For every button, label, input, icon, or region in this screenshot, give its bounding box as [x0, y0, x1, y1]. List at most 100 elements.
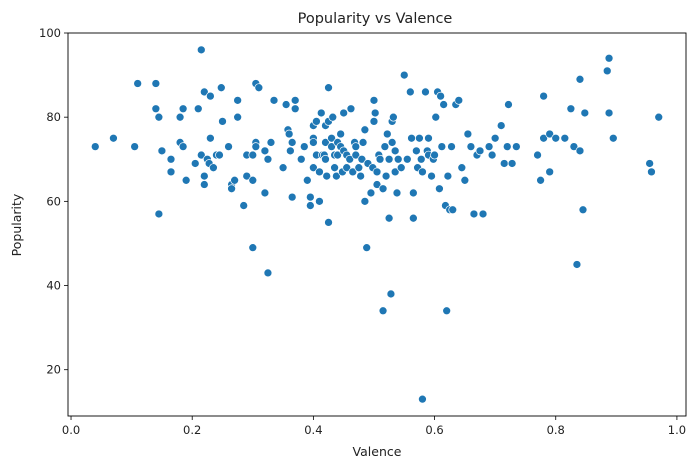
data-point — [287, 192, 297, 202]
y-tick-label: 60 — [46, 194, 61, 208]
data-point — [375, 154, 385, 164]
data-point — [386, 289, 396, 299]
data-point — [384, 154, 394, 164]
data-point — [230, 175, 239, 185]
data-point — [248, 243, 258, 252]
data-point — [193, 104, 203, 114]
data-point — [372, 167, 382, 177]
data-point — [511, 142, 521, 151]
data-point — [284, 129, 294, 139]
data-point — [475, 146, 485, 156]
data-point — [439, 100, 448, 109]
data-point — [507, 159, 517, 168]
data-point — [332, 171, 341, 181]
data-point — [431, 112, 441, 122]
x-tick-label: 0.6 — [425, 423, 443, 437]
data-point — [266, 138, 276, 147]
data-point — [396, 163, 406, 173]
data-point — [356, 171, 365, 181]
data-point — [346, 104, 356, 114]
data-point — [233, 95, 242, 105]
data-point — [469, 209, 479, 219]
data-point — [369, 95, 379, 105]
data-point — [572, 260, 582, 269]
data-point — [290, 104, 300, 114]
chart-title: Popularity vs Valence — [298, 11, 453, 27]
data-point — [357, 154, 367, 164]
data-point — [551, 133, 561, 143]
data-point — [269, 95, 279, 105]
data-point — [175, 112, 185, 122]
data-point — [370, 108, 380, 118]
data-point — [384, 213, 394, 223]
data-point — [378, 184, 388, 194]
data-point — [608, 133, 618, 143]
data-point — [302, 175, 312, 185]
data-point — [263, 154, 273, 164]
data-point — [281, 100, 291, 109]
data-point — [315, 197, 324, 206]
data-point — [393, 154, 403, 164]
x-tick-label: 0.8 — [547, 423, 565, 437]
y-tick-label: 40 — [46, 279, 61, 293]
data-point — [354, 163, 364, 173]
data-point — [251, 142, 261, 151]
data-point — [604, 53, 614, 63]
data-point — [604, 108, 614, 118]
data-point — [206, 133, 215, 143]
data-point — [316, 108, 326, 118]
data-point — [407, 133, 416, 143]
data-point — [415, 133, 424, 143]
data-point — [224, 142, 233, 151]
data-point — [306, 201, 315, 210]
y-tick-label: 100 — [39, 26, 61, 40]
data-point — [569, 142, 579, 151]
data-point — [389, 112, 398, 122]
data-point — [416, 154, 426, 164]
data-point — [378, 306, 388, 316]
data-point — [484, 142, 494, 151]
data-point — [328, 112, 338, 122]
data-point — [536, 175, 545, 185]
data-point — [418, 394, 427, 404]
data-point — [296, 154, 306, 164]
data-point — [390, 167, 400, 177]
data-point — [290, 95, 300, 105]
data-point — [645, 159, 655, 168]
data-point — [248, 150, 258, 160]
data-point — [487, 150, 497, 160]
data-point — [575, 146, 585, 156]
data-point — [545, 129, 555, 139]
data-point — [366, 188, 376, 198]
data-point — [199, 87, 209, 97]
data-point — [539, 133, 548, 143]
data-point — [448, 205, 458, 215]
data-point — [545, 167, 555, 177]
data-point — [178, 104, 188, 114]
ticks-layer: 0.0 0.2 0.4 0.6 0.8 1.0 20 40 60 80 100 — [39, 26, 686, 437]
data-point — [260, 146, 270, 156]
data-point — [602, 66, 612, 76]
data-point — [392, 188, 402, 198]
data-point — [345, 154, 355, 164]
data-point — [130, 142, 139, 151]
data-point — [181, 175, 191, 185]
data-point — [306, 192, 315, 202]
data-point — [312, 117, 321, 126]
data-point — [539, 91, 548, 101]
data-point — [342, 163, 352, 173]
data-point — [390, 146, 400, 156]
data-point — [504, 100, 513, 109]
data-point — [490, 133, 500, 143]
y-tick-label: 20 — [46, 363, 61, 377]
data-point — [442, 306, 452, 316]
data-point — [654, 112, 664, 122]
data-point — [463, 129, 473, 139]
data-point — [402, 154, 412, 164]
data-point — [324, 218, 333, 227]
data-point — [154, 112, 164, 122]
data-point — [351, 150, 361, 160]
data-point — [339, 108, 349, 118]
